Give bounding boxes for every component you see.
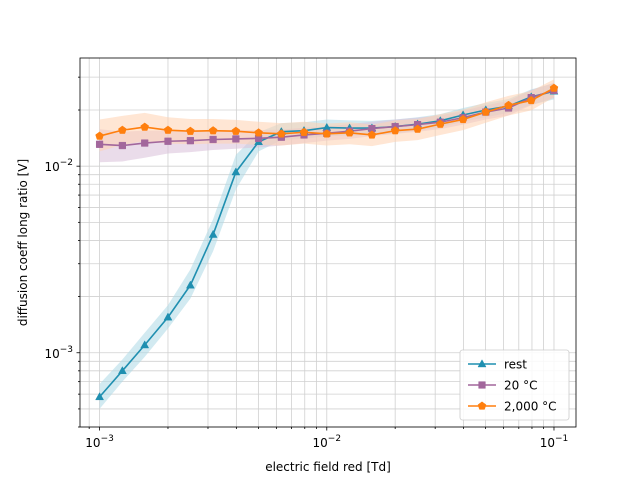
y-tick-label-base: 10 [44,160,59,174]
data-point-rest [140,340,150,349]
x-tick-label-exponent: −3 [101,434,114,444]
y-axis-label: diffusion coeff long ratio [V] [16,159,30,326]
legend-marker-20-c [478,381,486,389]
x-tick-label: 10−1 [540,434,569,450]
legend-marker-2-000-c [477,401,487,410]
data-point-20-c [118,141,126,150]
data-point-20-c [209,135,217,144]
y-tick-label-exponent: −3 [60,345,73,355]
legend-box [459,349,570,421]
data-point-20-c [232,135,240,143]
legend-label-20-c: 20 °C [504,379,537,393]
data-point-2-000-c [526,95,536,105]
data-point-rest [231,167,241,176]
data-point-2-000-c [481,107,491,116]
y-tick-label-exponent: −2 [60,158,73,168]
legend-label-2-000-c: 2,000 °C [504,400,557,414]
data-point-2-000-c [504,100,513,109]
data-point-2-000-c [186,126,195,135]
x-tick-label: 10−3 [85,434,114,450]
data-point-2-000-c [458,114,468,124]
legend-label-rest: rest [504,358,527,372]
plot-frame [79,57,577,428]
y-tick-label: 10−2 [44,158,73,174]
data-point-20-c [141,139,149,147]
data-point-rest [163,312,173,321]
data-point-2-000-c [118,125,127,134]
data-point-20-c [95,140,104,148]
data-point-20-c [368,124,376,133]
data-point-2-000-c [322,129,332,138]
x-tick-label-base: 10 [313,436,328,450]
data-point-2-000-c [140,122,150,131]
y-tick-label: 10−3 [44,345,73,361]
data-point-2-000-c [436,119,445,128]
x-tick-label-exponent: −2 [328,434,341,444]
series-markers [95,83,559,401]
data-point-2-000-c [549,83,559,92]
data-point-2-000-c [367,130,377,139]
data-point-2-000-c [231,126,241,135]
x-tick-label-base: 10 [85,436,100,450]
legend: rest 20 °C 2,000 °C [459,349,570,421]
data-point-2-000-c [390,126,400,135]
data-point-2-000-c [277,129,286,138]
data-point-rest [117,366,127,375]
data-point-20-c [164,137,172,145]
x-tick-label: 10−2 [313,434,342,450]
axis-ticks: 10−3 10−2 10−110−310−2 [44,76,569,450]
x-axis-label: electric field red [Td] [265,460,391,474]
data-point-rest [95,392,104,401]
data-point-2-000-c [299,127,309,136]
data-point-2-000-c [208,126,218,135]
data-point-2-000-c [163,125,173,134]
legend-marker-rest [477,359,487,368]
x-tick-label-base: 10 [540,436,555,450]
data-point-2-000-c [95,131,104,140]
data-point-rest [208,229,218,238]
x-tick-label-exponent: −1 [555,434,568,444]
y-tick-label-base: 10 [44,347,59,361]
data-point-2-000-c [345,128,354,137]
data-point-20-c [186,137,194,145]
data-point-2-000-c [413,124,422,133]
data-point-rest [185,280,195,289]
data-point-2-000-c [254,128,263,137]
